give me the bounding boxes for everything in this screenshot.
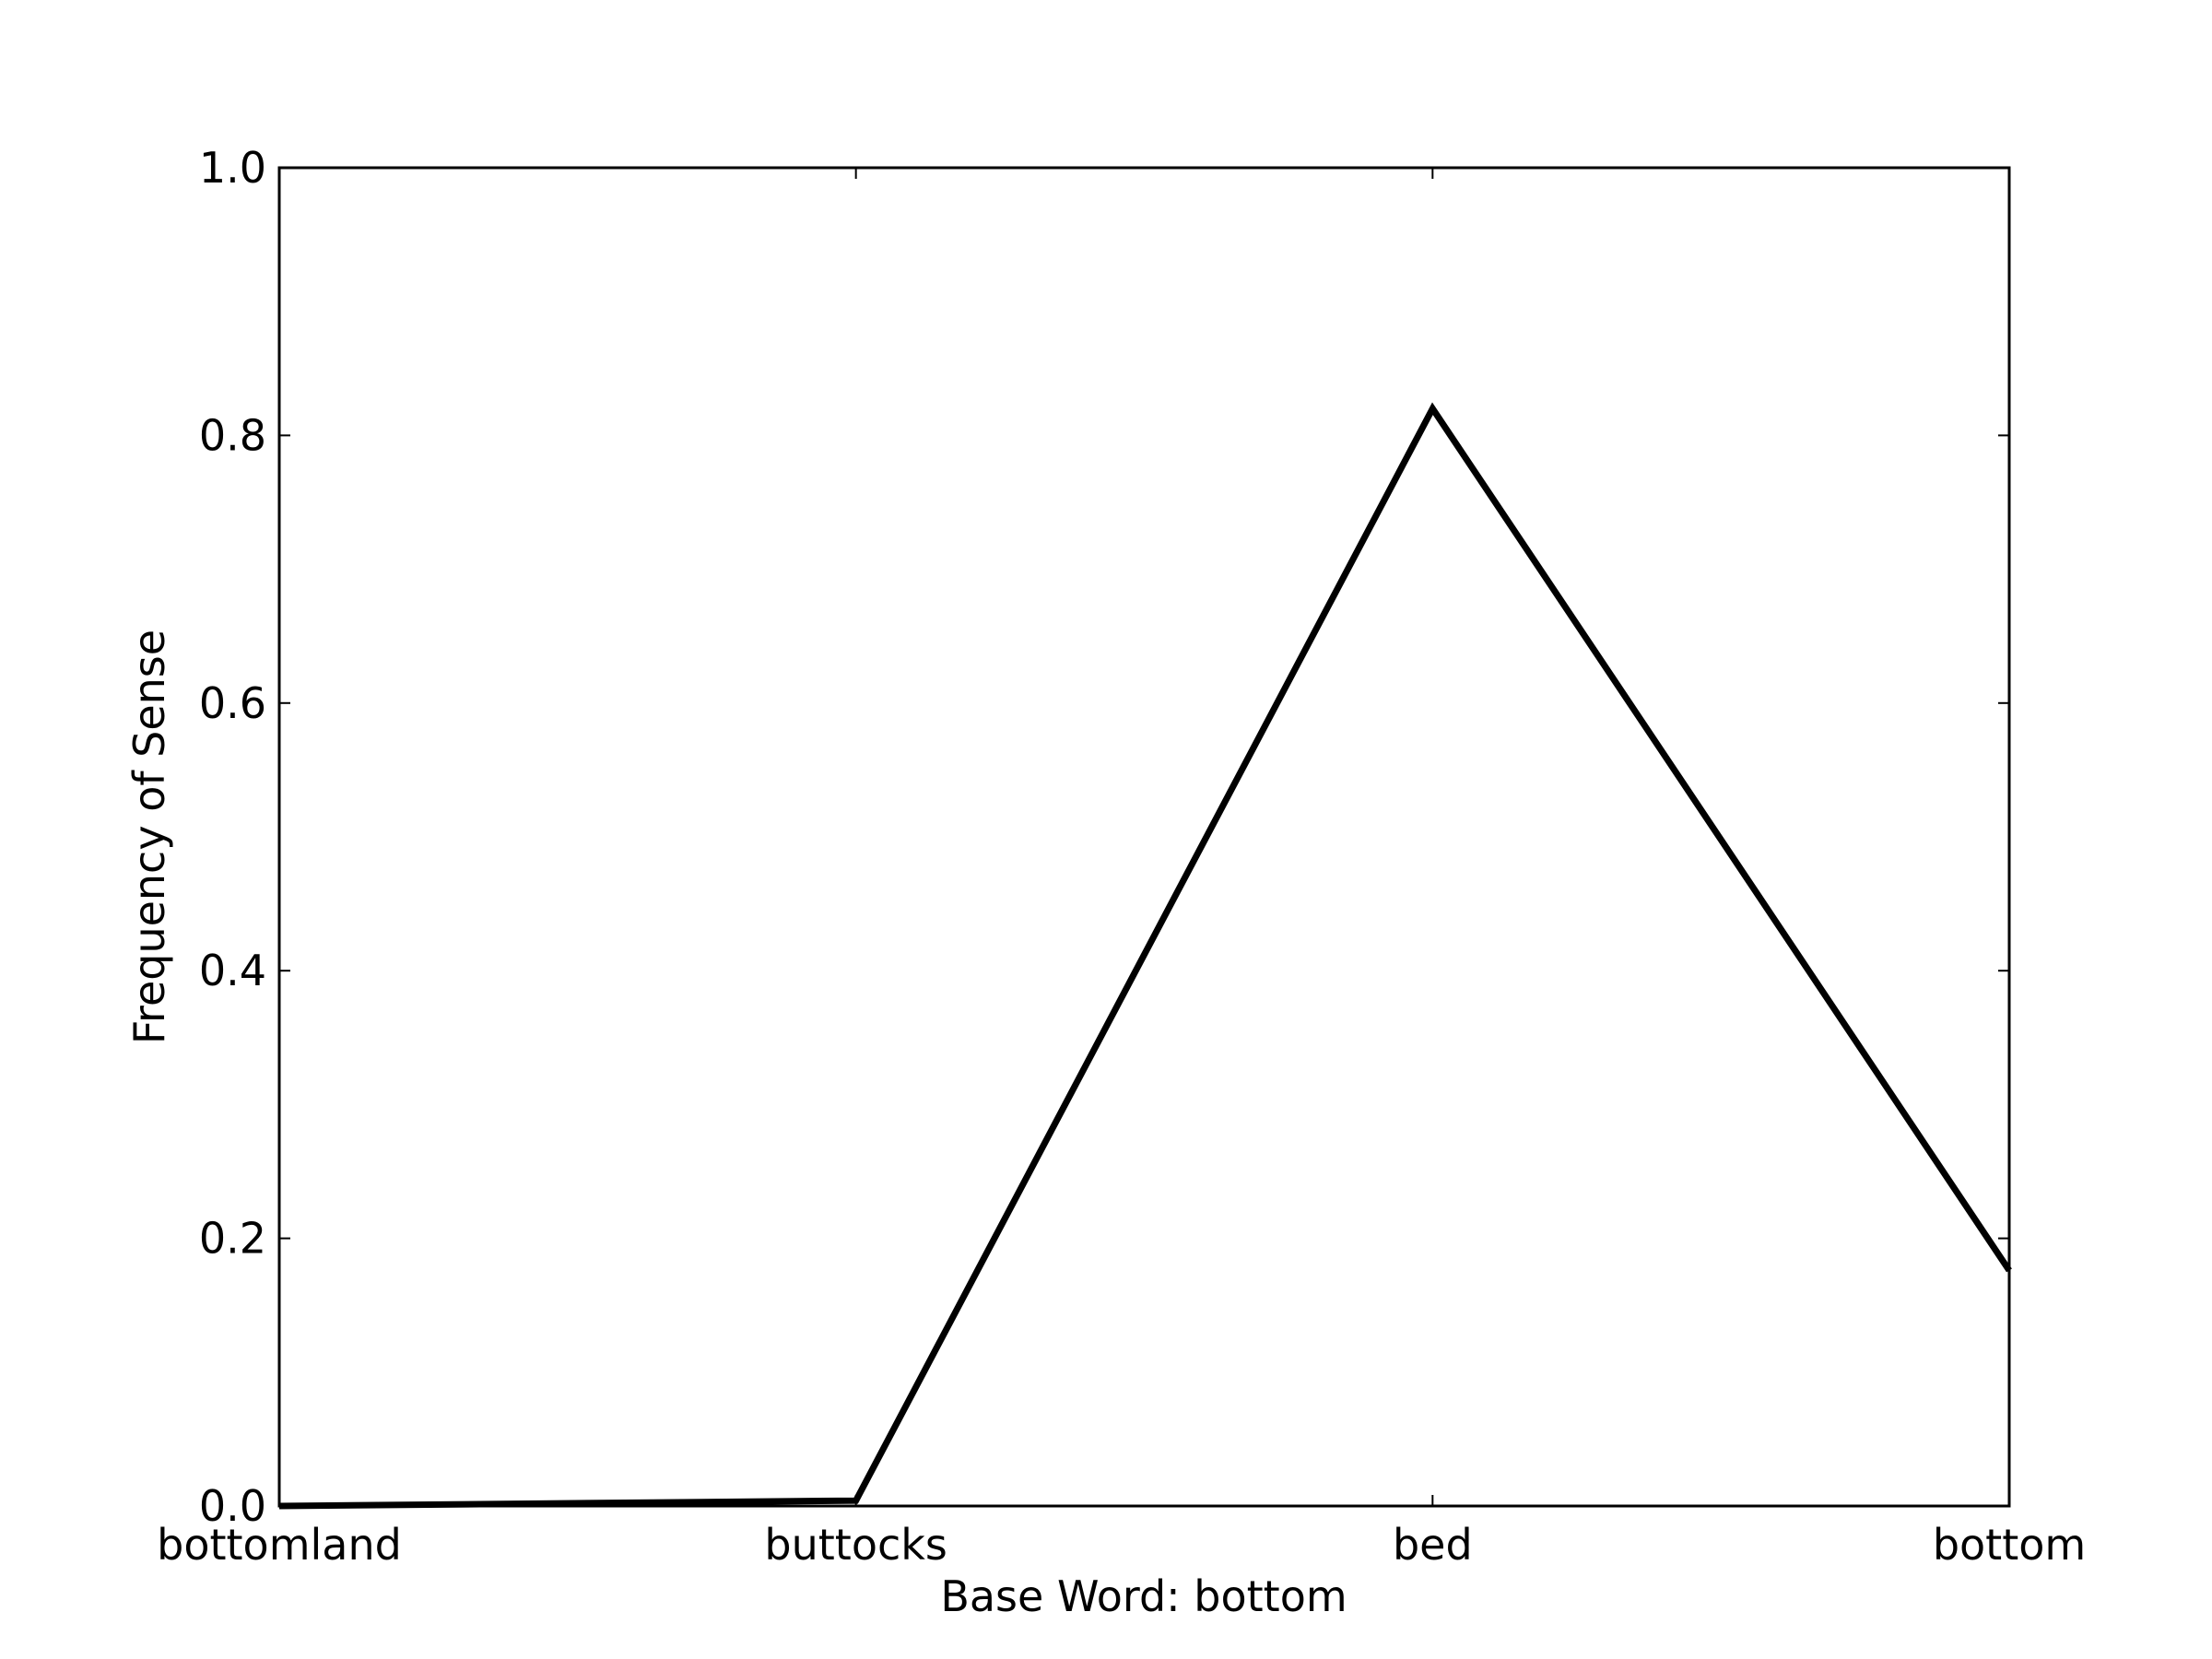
x-tick-label: bottomland <box>157 1520 402 1570</box>
y-ticks: 0.0 0.2 0.4 0.6 0.8 1.0 <box>199 143 2009 1531</box>
y-tick-label: 0.4 <box>199 946 266 995</box>
y-tick-label: 0.2 <box>199 1214 266 1264</box>
y-tick-label: 0.0 <box>199 1481 266 1531</box>
y-tick-label: 0.8 <box>199 410 266 460</box>
x-tick-label: bed <box>1393 1520 1473 1570</box>
y-tick-label: 1.0 <box>199 143 266 193</box>
x-ticks: bottomland buttocks bed bottom <box>157 168 2086 1570</box>
y-axis-label: Frequency of Sense <box>124 629 174 1044</box>
x-axis-label: Base Word: bottom <box>940 1571 1347 1621</box>
series-line <box>278 402 2012 1510</box>
plot-area <box>279 168 2009 1506</box>
x-tick-label: bottom <box>1933 1520 2086 1570</box>
y-tick-label: 0.6 <box>199 678 266 728</box>
x-tick-label: buttocks <box>764 1520 947 1570</box>
plot-frame <box>277 166 2011 1508</box>
